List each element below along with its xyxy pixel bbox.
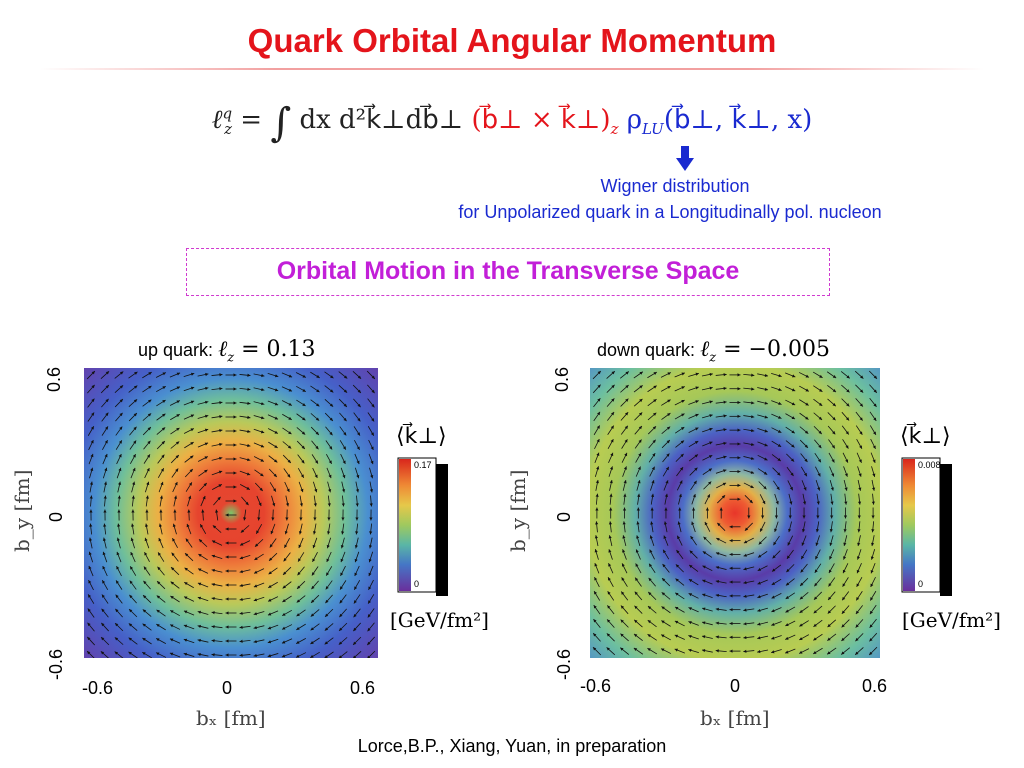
up-ytick-top: 0.6 xyxy=(44,366,64,392)
down-arrow-icon xyxy=(676,146,694,171)
lz-subscript: z xyxy=(224,120,233,139)
down-xtick-mid: 0 xyxy=(730,676,741,696)
up-quark-density-plot xyxy=(84,368,378,658)
up-ylabel: b_y [fm] xyxy=(10,469,34,552)
down-lz-value: = −0.005 xyxy=(716,337,830,362)
down-colorbar-title: ⟨k⃗⊥⟩ xyxy=(900,424,951,449)
lz-symbol: ℓ xyxy=(211,105,223,135)
down-ytick-mid: 0 xyxy=(554,511,574,522)
up-colorbar xyxy=(397,457,448,596)
up-lz-symbol: ℓ xyxy=(218,337,228,362)
rho-arguments: (b⃗⊥, k⃗⊥, x) xyxy=(663,105,813,135)
section-box xyxy=(186,248,830,296)
annotation-line-2: for Unpolarized quark in a Longitudinall… xyxy=(458,202,882,222)
citation: Lorce,B.P., Xiang, Yuan, in preparation xyxy=(357,736,667,756)
equals-sign: = xyxy=(232,105,271,135)
down-colorbar xyxy=(901,457,952,596)
up-quark-label: up quark: xyxy=(138,340,214,360)
up-ytick-bottom: -0.6 xyxy=(46,648,66,680)
oam-formula: ℓqz = ∫ dx d²k⃗⊥db⃗⊥ (b⃗⊥ × k⃗⊥)z ρLU(b⃗… xyxy=(0,100,1024,146)
down-xtick-left: -0.6 xyxy=(580,676,612,696)
down-ytick-bottom: -0.6 xyxy=(554,648,574,680)
down-quark-label: down quark: xyxy=(597,340,696,360)
down-colorbar-max: 0.008 xyxy=(918,460,941,470)
slide-title: Quark Orbital Angular Momentum xyxy=(247,22,777,59)
down-xlabel: bₓ [fm] xyxy=(700,706,770,730)
integral-sign: ∫ xyxy=(270,100,292,146)
section-title: Orbital Motion in the Transverse Space xyxy=(276,257,740,285)
up-xtick-left: -0.6 xyxy=(82,678,114,698)
down-quark-title: down quark: ℓz = −0.005 xyxy=(597,336,897,365)
up-colorbar-max: 0.17 xyxy=(414,460,432,470)
cross-product: (b⃗⊥ × k⃗⊥) xyxy=(471,105,611,135)
rho-subscript: LU xyxy=(642,120,664,139)
up-xtick-right: 0.6 xyxy=(350,678,376,698)
up-lz-value: = 0.13 xyxy=(234,337,316,362)
up-quark-title: up quark: ℓz = 0.13 xyxy=(138,336,418,365)
down-ylabel: b_y [fm] xyxy=(506,469,530,552)
title-underline xyxy=(40,68,984,70)
up-colorbar-title: ⟨k⃗⊥⟩ xyxy=(396,424,447,449)
up-ytick-mid: 0 xyxy=(46,511,66,522)
up-lz-sub: z xyxy=(227,350,235,366)
lz-superscript: q xyxy=(222,104,233,123)
cross-subscript: z xyxy=(610,120,619,139)
down-colorbar-min: 0 xyxy=(918,579,924,589)
down-lz-symbol: ℓ xyxy=(700,337,710,362)
down-quark-density-plot xyxy=(590,368,880,658)
up-xlabel: bₓ [fm] xyxy=(196,706,266,730)
down-colorbar-unit: [GeV/fm²] xyxy=(902,608,1001,632)
rho-symbol: ρ xyxy=(618,105,643,135)
up-quark-arrow-field xyxy=(86,370,376,658)
up-colorbar-min: 0 xyxy=(414,579,420,589)
up-colorbar-unit: [GeV/fm²] xyxy=(390,608,489,632)
down-xtick-right: 0.6 xyxy=(862,676,888,696)
integration-measure: dx d²k⃗⊥db⃗⊥ xyxy=(291,105,472,135)
down-ytick-top: 0.6 xyxy=(552,366,572,392)
down-lz-sub: z xyxy=(709,350,717,366)
annotation-line-1: Wigner distribution xyxy=(600,176,750,196)
up-xtick-mid: 0 xyxy=(222,678,233,698)
down-quark-arrow-field xyxy=(592,370,878,656)
